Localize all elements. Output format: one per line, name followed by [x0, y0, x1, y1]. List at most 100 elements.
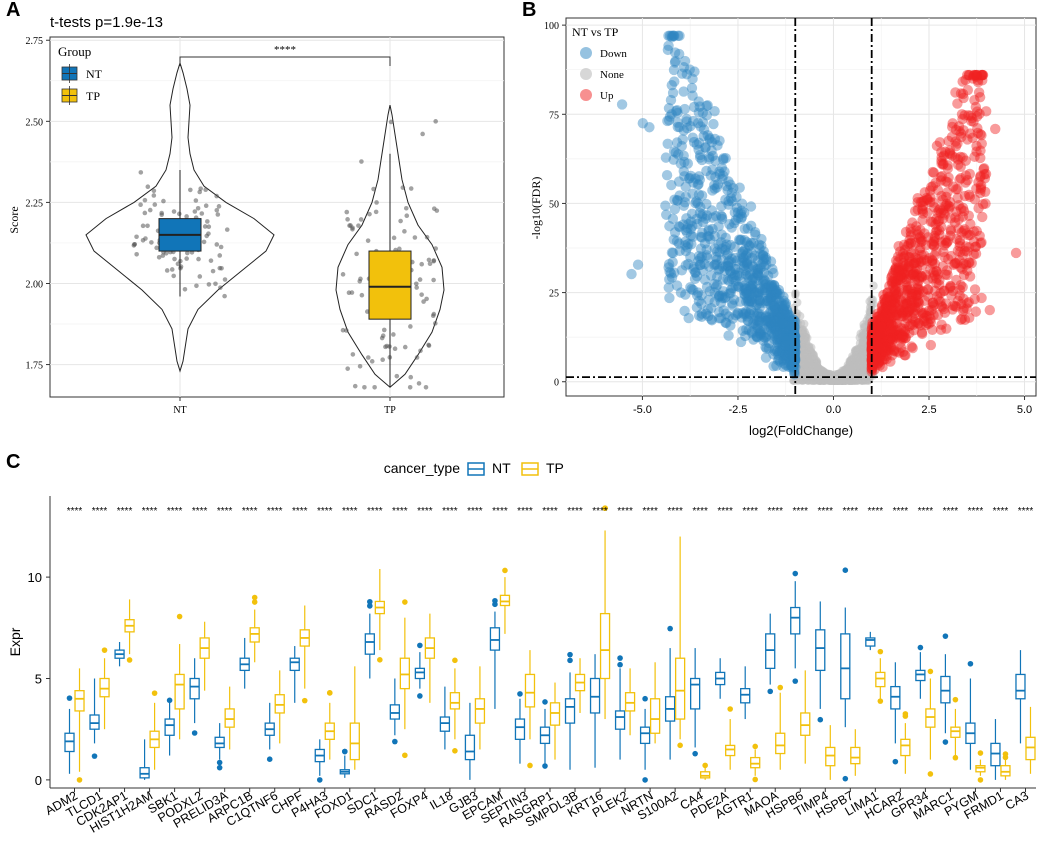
point-down: [705, 170, 717, 181]
point-down: [752, 290, 763, 301]
point-down: [743, 315, 754, 326]
point-up: [971, 140, 982, 152]
point-down: [778, 295, 790, 307]
point-up: [874, 328, 885, 339]
outlier-point: [752, 776, 759, 783]
point-down: [743, 240, 755, 251]
point-down: [678, 219, 689, 230]
point-down: [667, 247, 679, 259]
point-down: [735, 208, 746, 219]
point-down: [674, 245, 685, 257]
jitter-point: [214, 193, 219, 199]
panel-c-x-ticks: ADM2TLCD1CDK2AP1HIST1H2AMSBK1PODXL2PRELI…: [43, 788, 1031, 836]
point-down: [703, 225, 714, 237]
point-down: [663, 258, 675, 270]
point-down: [741, 287, 752, 298]
point-down: [679, 171, 690, 182]
point-up: [885, 300, 897, 312]
point-down: [741, 287, 752, 299]
point-down: [765, 292, 776, 303]
outlier-point: [952, 696, 959, 703]
jitter-point: [408, 324, 413, 329]
point-up: [937, 261, 949, 272]
point-down: [692, 218, 703, 230]
significance-stars: ****: [142, 506, 158, 517]
point-down: [728, 182, 739, 194]
point-down: [673, 48, 685, 60]
point-down: [687, 132, 698, 143]
point-down: [696, 227, 708, 239]
point-up: [867, 347, 879, 358]
box: [524, 673, 536, 708]
point-up: [875, 333, 887, 344]
point-up: [932, 207, 943, 218]
point-up: [900, 307, 912, 319]
point-up: [874, 310, 885, 322]
point-up: [888, 330, 899, 342]
point-down: [706, 315, 718, 326]
point-down: [765, 322, 776, 333]
point-up: [883, 290, 894, 302]
point-down: [693, 171, 705, 182]
point-down: [751, 331, 763, 343]
point-down: [753, 288, 764, 300]
point-down: [682, 222, 693, 234]
point-down: [733, 270, 744, 282]
point-up: [896, 322, 907, 334]
point-down: [738, 308, 750, 320]
point-down: [717, 261, 728, 272]
point-up: [918, 254, 930, 266]
box: [174, 673, 185, 710]
point-down: [733, 234, 745, 245]
point-up: [869, 345, 880, 356]
point-down: [774, 356, 786, 367]
point-down: [712, 279, 723, 290]
y-tick-label: 10: [28, 570, 42, 585]
point-up: [875, 341, 886, 352]
point-up: [949, 258, 961, 269]
box: [800, 712, 811, 736]
point-up: [910, 252, 921, 263]
legend-label-up: Up: [600, 90, 614, 102]
point-up: [867, 330, 878, 342]
point-down: [662, 138, 673, 149]
jitter-point: [369, 359, 375, 364]
point-up: [895, 270, 906, 282]
point-down: [759, 261, 770, 272]
jitter-point: [419, 261, 425, 267]
point-down: [766, 279, 778, 290]
point-down: [788, 347, 799, 358]
point-none: [867, 295, 876, 304]
outlier-point: [702, 762, 708, 769]
point-up: [879, 293, 891, 305]
point-down: [672, 121, 684, 133]
box: [925, 708, 936, 728]
point-down: [731, 202, 743, 213]
point-down: [686, 208, 698, 219]
point-up: [953, 199, 964, 211]
x-tick-label: TP: [384, 405, 396, 416]
outlier-point: [91, 753, 98, 759]
point-down: [680, 240, 691, 251]
point-down: [779, 336, 790, 348]
point-down: [703, 294, 714, 306]
point-down: [737, 252, 748, 264]
point-down: [786, 360, 797, 371]
point-down: [732, 212, 744, 224]
point-down: [742, 315, 753, 326]
point-up: [957, 152, 968, 163]
jitter-point: [431, 258, 436, 264]
point-down: [681, 113, 692, 125]
point-up: [870, 338, 881, 350]
point-up: [914, 284, 925, 295]
point-up: [925, 216, 937, 227]
legend-title: Group: [58, 44, 91, 59]
point-down: [784, 336, 796, 348]
point-down: [745, 220, 757, 231]
point-up: [933, 294, 944, 305]
point-down: [695, 253, 706, 264]
point-up: [971, 111, 983, 122]
point-down: [676, 68, 688, 79]
point-up: [876, 343, 888, 354]
point-up: [885, 326, 897, 338]
